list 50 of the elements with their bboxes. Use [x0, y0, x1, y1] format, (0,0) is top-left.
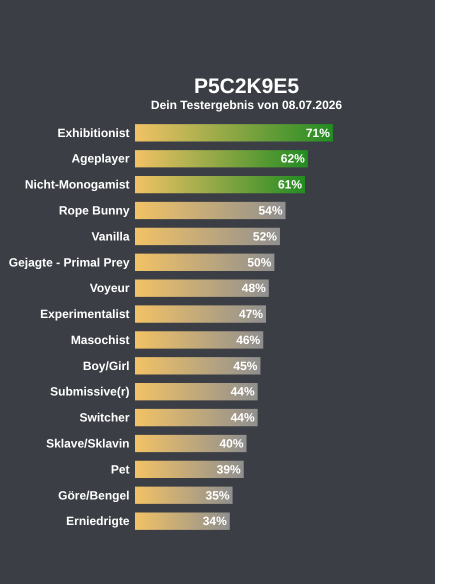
- data-label: 50%: [247, 255, 272, 270]
- bar: [135, 331, 264, 349]
- chart-title: P5C2K9E5: [194, 75, 300, 98]
- chart-subtitle: Dein Testergebnis von 08.07.2026: [150, 98, 342, 112]
- data-label: 34%: [202, 514, 228, 528]
- y-tick-label: Gejagte - Primal Prey: [8, 255, 130, 270]
- bar: [135, 512, 230, 530]
- y-tick-label: Pet: [110, 462, 130, 476]
- bar: [135, 280, 269, 297]
- bar: [135, 202, 286, 220]
- data-label: 44%: [230, 384, 255, 399]
- y-tick-label: Submissive(r): [50, 384, 130, 399]
- data-label: 47%: [238, 307, 264, 322]
- data-label: 48%: [242, 281, 266, 296]
- data-label: 54%: [258, 204, 283, 218]
- y-tick-label: Erniedrigte: [66, 514, 130, 528]
- bar: [135, 486, 233, 504]
- y-tick-label: Nicht-Monogamist: [24, 178, 130, 192]
- y-tick-label: Switcher: [79, 410, 130, 425]
- data-label: 39%: [216, 462, 242, 476]
- bar: [135, 176, 306, 194]
- bar: [135, 254, 274, 271]
- data-label: 52%: [252, 229, 278, 244]
- y-tick-label: Sklave/Sklavin: [46, 436, 130, 450]
- data-label: 44%: [230, 410, 255, 425]
- bar: [135, 383, 258, 400]
- bar: [135, 228, 280, 246]
- data-label: 45%: [233, 358, 258, 373]
- y-tick-label: Experimentalist: [40, 307, 130, 322]
- y-tick-label: Ageplayer: [71, 152, 130, 166]
- y-tick-label: Rope Bunny: [58, 204, 130, 218]
- bar: [135, 305, 266, 323]
- y-tick-label: Exhibitionist: [58, 126, 130, 140]
- bar: [135, 408, 258, 426]
- data-label: 71%: [306, 126, 330, 140]
- bar: [135, 434, 246, 452]
- y-tick-label: Voyeur: [90, 281, 130, 296]
- data-label: 46%: [236, 332, 261, 347]
- bar: [135, 357, 260, 374]
- data-label: 40%: [219, 436, 244, 450]
- y-tick-label: Vanilla: [91, 229, 130, 244]
- data-label: 62%: [280, 152, 306, 166]
- y-tick-label: Göre/Bengel: [58, 488, 130, 502]
- y-tick-label: Boy/Girl: [82, 358, 130, 373]
- bar: [135, 150, 308, 168]
- data-label: 61%: [278, 178, 302, 192]
- bar: [135, 460, 244, 478]
- y-tick-label: Masochist: [70, 332, 130, 347]
- data-label: 35%: [206, 488, 230, 502]
- bar: [135, 124, 333, 142]
